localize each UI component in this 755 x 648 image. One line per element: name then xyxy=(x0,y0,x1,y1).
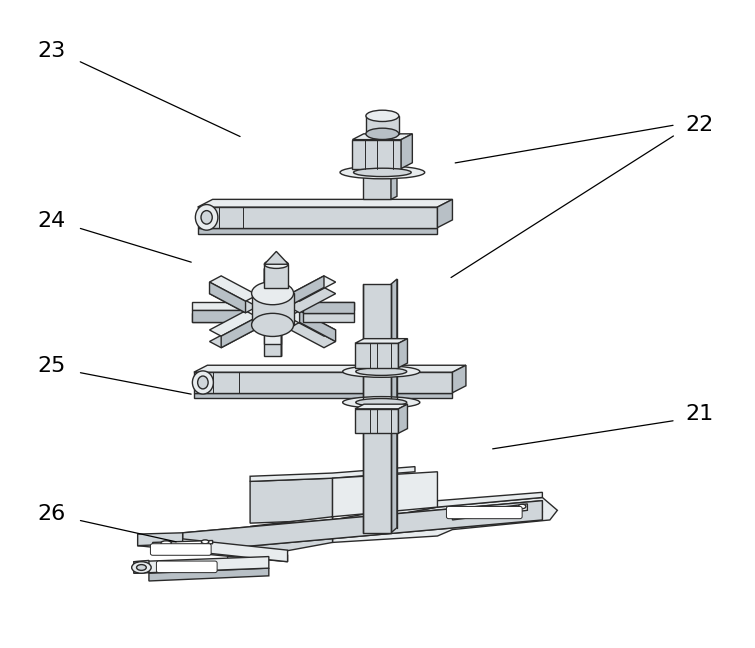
Polygon shape xyxy=(264,251,288,264)
Text: 25: 25 xyxy=(37,356,66,376)
Polygon shape xyxy=(391,165,397,200)
Polygon shape xyxy=(452,504,528,520)
Polygon shape xyxy=(183,501,542,552)
Ellipse shape xyxy=(202,540,209,544)
Polygon shape xyxy=(332,498,557,542)
Text: 21: 21 xyxy=(686,404,714,424)
Polygon shape xyxy=(391,279,397,533)
Ellipse shape xyxy=(356,399,407,406)
Ellipse shape xyxy=(366,128,399,139)
Polygon shape xyxy=(288,322,336,348)
Polygon shape xyxy=(137,533,183,546)
Polygon shape xyxy=(288,311,336,336)
Text: 24: 24 xyxy=(37,211,66,231)
Polygon shape xyxy=(210,288,257,313)
Ellipse shape xyxy=(198,376,208,389)
Polygon shape xyxy=(153,540,213,546)
Polygon shape xyxy=(137,520,332,546)
Polygon shape xyxy=(183,546,288,562)
FancyBboxPatch shape xyxy=(156,561,217,573)
Polygon shape xyxy=(210,276,257,301)
Polygon shape xyxy=(250,472,437,526)
Polygon shape xyxy=(288,276,336,301)
Polygon shape xyxy=(210,311,257,336)
Polygon shape xyxy=(194,372,452,393)
Polygon shape xyxy=(251,293,294,325)
Polygon shape xyxy=(137,534,288,562)
Polygon shape xyxy=(264,264,288,288)
Polygon shape xyxy=(399,404,408,434)
Polygon shape xyxy=(401,134,412,168)
Polygon shape xyxy=(250,467,415,481)
Polygon shape xyxy=(194,393,452,398)
Polygon shape xyxy=(355,409,399,434)
Polygon shape xyxy=(399,339,408,367)
Text: 22: 22 xyxy=(686,115,714,135)
Polygon shape xyxy=(300,311,336,341)
Ellipse shape xyxy=(366,110,399,122)
Polygon shape xyxy=(264,329,281,356)
Ellipse shape xyxy=(519,504,526,509)
Polygon shape xyxy=(192,310,242,322)
FancyBboxPatch shape xyxy=(446,507,522,518)
Polygon shape xyxy=(149,568,269,581)
Polygon shape xyxy=(210,282,245,313)
Ellipse shape xyxy=(340,166,425,179)
Polygon shape xyxy=(264,279,281,307)
Ellipse shape xyxy=(201,211,212,224)
Polygon shape xyxy=(353,139,401,168)
Polygon shape xyxy=(366,116,399,134)
Polygon shape xyxy=(264,317,281,344)
Polygon shape xyxy=(221,317,257,348)
Polygon shape xyxy=(362,284,391,533)
Polygon shape xyxy=(227,526,332,562)
Polygon shape xyxy=(210,322,257,348)
Ellipse shape xyxy=(131,562,151,573)
Ellipse shape xyxy=(481,507,496,513)
Ellipse shape xyxy=(161,541,171,546)
Polygon shape xyxy=(332,492,542,526)
Ellipse shape xyxy=(196,205,218,230)
Polygon shape xyxy=(198,200,452,207)
Polygon shape xyxy=(192,301,242,310)
Polygon shape xyxy=(198,207,437,227)
Polygon shape xyxy=(437,200,452,227)
Polygon shape xyxy=(452,365,466,393)
Ellipse shape xyxy=(353,168,411,176)
Polygon shape xyxy=(250,478,332,523)
Polygon shape xyxy=(183,501,542,544)
Polygon shape xyxy=(264,268,281,295)
Polygon shape xyxy=(194,365,466,372)
Polygon shape xyxy=(362,168,391,200)
Polygon shape xyxy=(353,134,412,139)
Polygon shape xyxy=(198,227,437,234)
Ellipse shape xyxy=(193,371,214,394)
Ellipse shape xyxy=(343,397,420,408)
Ellipse shape xyxy=(343,365,420,377)
Polygon shape xyxy=(134,557,269,573)
Text: 26: 26 xyxy=(37,503,66,524)
Polygon shape xyxy=(134,561,149,573)
Polygon shape xyxy=(288,276,324,307)
Ellipse shape xyxy=(137,564,146,570)
Polygon shape xyxy=(355,343,399,367)
Polygon shape xyxy=(303,313,353,322)
Ellipse shape xyxy=(264,260,288,268)
Ellipse shape xyxy=(251,282,294,305)
Text: 23: 23 xyxy=(37,41,66,61)
Polygon shape xyxy=(192,313,242,322)
Polygon shape xyxy=(303,301,353,313)
Polygon shape xyxy=(355,404,408,409)
FancyBboxPatch shape xyxy=(150,544,211,555)
Polygon shape xyxy=(355,339,408,343)
Polygon shape xyxy=(288,288,336,313)
Ellipse shape xyxy=(356,367,407,375)
Polygon shape xyxy=(303,301,353,310)
Ellipse shape xyxy=(251,314,294,336)
Polygon shape xyxy=(183,511,542,552)
